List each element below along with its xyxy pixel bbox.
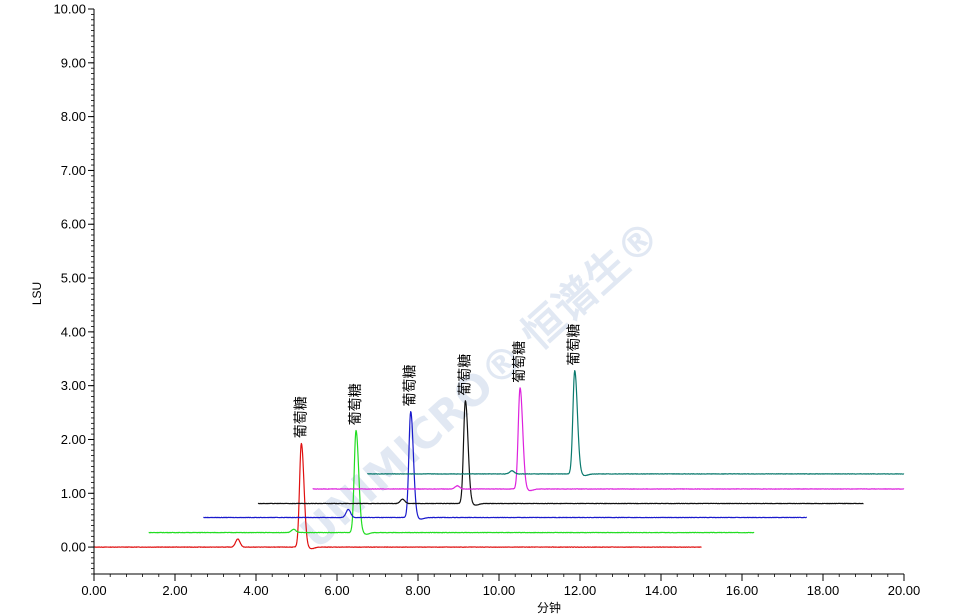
peak-label: 葡萄糖 — [293, 396, 309, 438]
x-tick-label: 2.00 — [162, 583, 187, 598]
peak-label: 葡萄糖 — [567, 324, 583, 366]
peak-label: 葡萄糖 — [512, 341, 528, 383]
peak-label: 葡萄糖 — [457, 354, 473, 396]
y-tick-label: 1.00 — [61, 486, 86, 501]
peak-label: 葡萄糖 — [348, 383, 364, 425]
y-tick-label: 7.00 — [61, 163, 86, 178]
y-tick-label: 2.00 — [61, 432, 86, 447]
x-tick-label: 18.00 — [807, 583, 840, 598]
traces — [93, 369, 905, 550]
x-tick-label: 10.00 — [483, 583, 516, 598]
x-tick-label: 8.00 — [405, 583, 430, 598]
y-tick-label: 6.00 — [61, 217, 86, 232]
y-tick-label: 9.00 — [61, 55, 86, 70]
trace-line — [93, 442, 702, 550]
y-tick-label: 0.00 — [61, 540, 86, 555]
trace-line — [203, 411, 808, 520]
x-tick-label: 14.00 — [645, 583, 678, 598]
x-tick-label: 4.00 — [243, 583, 268, 598]
trace-line — [257, 400, 864, 506]
x-tick-label: 12.00 — [564, 583, 597, 598]
y-axis-title: LSU — [30, 282, 44, 305]
x-axis-title: 分钟 — [537, 600, 561, 614]
peak-labels: 葡萄糖 葡萄糖 葡萄糖 葡萄糖 葡萄糖 葡萄糖 — [293, 324, 582, 439]
trace-line — [148, 429, 755, 535]
x-tick-label: 16.00 — [726, 583, 759, 598]
trace-line — [312, 387, 905, 492]
y-tick-label: 3.00 — [61, 378, 86, 393]
x-tick-label: 0.00 — [81, 583, 106, 598]
peak-label: 葡萄糖 — [403, 364, 419, 406]
y-tick-label: 4.00 — [61, 324, 86, 339]
y-tick-label: 5.00 — [61, 271, 86, 286]
axes: 0.00 2.00 4.00 6.00 8.00 10.00 12.00 14.00 16.00… — [30, 2, 920, 614]
x-tick-label: 20.00 — [888, 583, 921, 598]
y-tick-label: 10.00 — [53, 2, 86, 17]
x-tick-label: 6.00 — [324, 583, 349, 598]
y-tick-label: 8.00 — [61, 109, 86, 124]
trace-line — [366, 369, 905, 477]
